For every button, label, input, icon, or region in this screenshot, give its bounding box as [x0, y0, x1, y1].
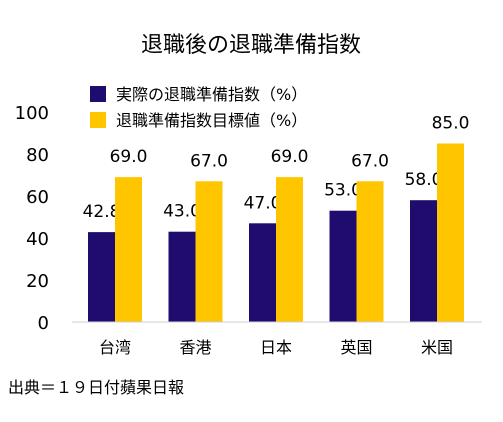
x-tick-label-3: 英国 — [340, 338, 372, 357]
bar-1-2 — [276, 177, 303, 322]
x-tick-label-2: 日本 — [260, 338, 292, 357]
data-label-1-0: 69.0 — [110, 147, 148, 167]
data-label-1-4: 85.0 — [432, 114, 470, 134]
x-tick-label-1: 香港 — [179, 338, 211, 357]
legend-label-0: 実際の退職準備指数（%） — [116, 85, 307, 104]
bars: 42.8 69.0 43.0 67.0 47.0 69.0 53.0 67.0 58.0 85.0 — [83, 114, 470, 322]
bar-0-4 — [410, 200, 437, 322]
bar-1-1 — [195, 181, 223, 322]
bar-0-0 — [88, 232, 115, 322]
y-tick-label-2: 40 — [26, 229, 49, 250]
y-axis: 0 20 40 60 80 100 — [15, 103, 49, 334]
y-tick-label-4: 80 — [26, 145, 49, 166]
legend-swatch-0 — [90, 86, 106, 102]
source-note: 出典＝１９日付蘋果日報 — [8, 378, 185, 397]
y-tick-label-0: 0 — [38, 313, 49, 334]
data-label-0-2: 47.0 — [244, 193, 282, 213]
data-label-0-3: 53.0 — [324, 181, 362, 201]
y-tick-label-5: 100 — [15, 103, 49, 124]
x-tick-label-4: 米国 — [421, 338, 453, 357]
bar-0-2 — [249, 223, 276, 322]
chart-title: 退職後の退職準備指数 — [141, 33, 361, 58]
legend: 実際の退職準備指数（%） 退職準備指数目標値（%） — [90, 85, 307, 130]
data-label-1-1: 67.0 — [190, 151, 228, 171]
bar-0-3 — [329, 210, 357, 322]
y-tick-label-3: 60 — [26, 187, 49, 208]
bar-1-3 — [356, 181, 384, 322]
bar-1-4 — [437, 143, 464, 322]
data-label-1-2: 69.0 — [271, 147, 309, 167]
data-label-0-0: 42.8 — [83, 202, 121, 222]
x-tick-label-0: 台湾 — [99, 338, 131, 357]
data-label-0-1: 43.0 — [163, 202, 201, 222]
bar-1-0 — [115, 177, 142, 322]
data-label-0-4: 58.0 — [405, 170, 443, 190]
data-label-1-3: 67.0 — [351, 151, 389, 171]
y-tick-label-1: 20 — [26, 271, 49, 292]
legend-swatch-1 — [90, 112, 106, 128]
x-axis: 台湾 香港 日本 英国 米国 — [72, 321, 482, 357]
bar-0-1 — [168, 231, 196, 322]
legend-label-1: 退職準備指数目標値（%） — [116, 111, 307, 130]
